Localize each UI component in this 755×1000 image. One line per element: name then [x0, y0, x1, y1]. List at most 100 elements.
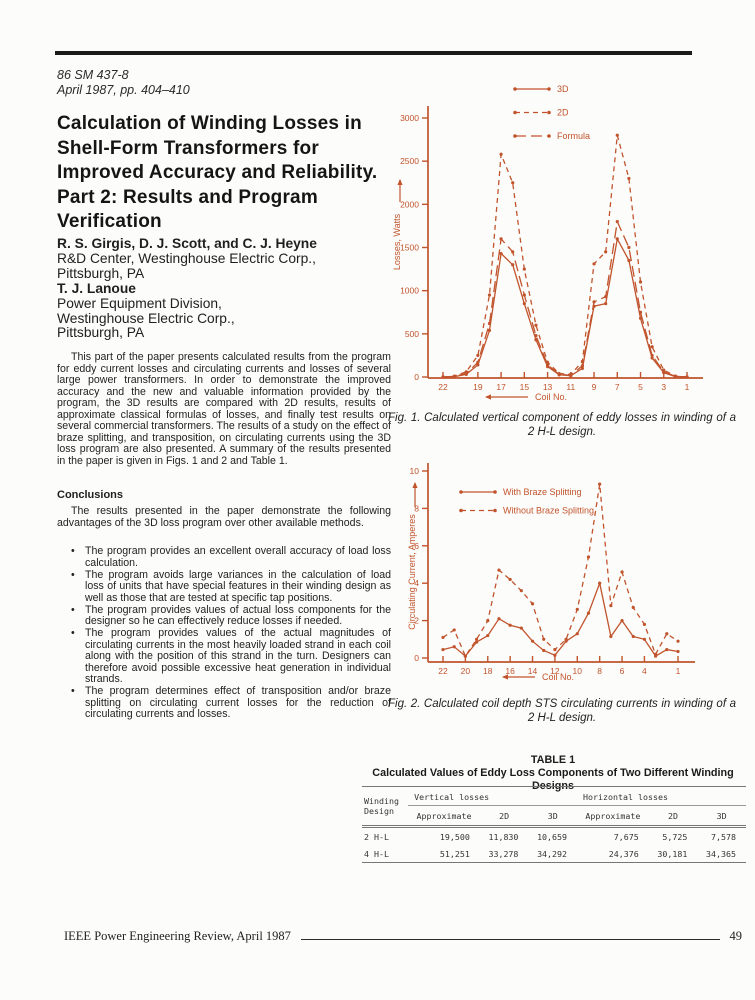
- svg-text:Circulating Current, Amperes: Circulating Current, Amperes: [407, 514, 417, 630]
- paper-date: April 1987, pp. 404–410: [57, 83, 190, 97]
- conclusions-list: • The program provides an excellent over…: [57, 545, 391, 721]
- svg-text:0: 0: [414, 372, 419, 382]
- svg-text:2D: 2D: [557, 108, 569, 118]
- svg-text:Formula: Formula: [557, 131, 590, 141]
- cell-value: 51,251: [439, 849, 470, 859]
- footer-rule: [300, 939, 720, 940]
- author-affiliation-line: Pittsburgh, PA: [57, 265, 145, 281]
- footer-page-number: 49: [729, 929, 743, 943]
- svg-text:1500: 1500: [400, 243, 419, 253]
- chart-xlabel: Coil No.: [502, 672, 574, 682]
- svg-text:6: 6: [414, 541, 419, 551]
- loss-table: Winding Design Vertical losses Horizonta…: [362, 786, 746, 863]
- author-name-1: R. S. Girgis, D. J. Scott, and C. J. Hey…: [57, 236, 317, 251]
- paper-id: 86 SM 437-8: [57, 68, 129, 82]
- author-affiliation-line: Power Equipment Division,: [57, 295, 222, 311]
- svg-text:6: 6: [620, 666, 625, 676]
- chart-xlabel: Coil No.: [485, 392, 567, 402]
- svg-text:Losses, Watts: Losses, Watts: [392, 213, 402, 270]
- cell-value: 10,659: [537, 832, 568, 842]
- chart-axes: [427, 463, 695, 663]
- list-item: • The program determines effect of trans…: [57, 685, 391, 721]
- list-item: • The program provides values of the act…: [57, 627, 391, 686]
- author-affiliation-line: Pittsburgh, PA: [57, 325, 145, 341]
- svg-text:1: 1: [676, 666, 681, 676]
- svg-text:12: 12: [550, 666, 560, 676]
- bullet-marker-icon: •: [71, 627, 75, 639]
- svg-text:1000: 1000: [400, 286, 419, 296]
- svg-text:4: 4: [642, 666, 647, 676]
- cell-value: 34,365: [706, 849, 736, 859]
- svg-text:11: 11: [566, 382, 575, 392]
- chart-legend: 3D 2D Formula: [513, 84, 590, 141]
- chart-ylabel: Circulating Current, Amperes: [407, 482, 418, 630]
- svg-text:10: 10: [410, 466, 420, 476]
- svg-text:8: 8: [597, 666, 602, 676]
- cell-value: 19,500: [439, 832, 470, 842]
- bullet-marker-icon: •: [71, 603, 75, 616]
- svg-text:Coil No.: Coil No.: [542, 672, 574, 682]
- svg-text:10: 10: [573, 666, 583, 676]
- bullet-marker-icon: •: [71, 685, 75, 697]
- chart-series: [441, 133, 689, 379]
- table-row: 2 H-L 19,500 11,830 10,659 7,675 5,725 7…: [362, 827, 746, 846]
- figure-2-caption: Fig. 2. Calculated coil depth STS circul…: [388, 698, 736, 724]
- svg-text:15: 15: [520, 382, 530, 392]
- svg-text:4: 4: [414, 578, 419, 588]
- svg-text:2000: 2000: [400, 199, 419, 209]
- table-row: 4 H-L 51,251 33,278 34,292 24,376 30,181…: [362, 845, 746, 863]
- cell-value: 5,725: [662, 832, 688, 842]
- abstract-paragraph: This part of the paper presents calculat…: [57, 351, 391, 467]
- list-item: • The program provides values of actual …: [57, 603, 391, 628]
- svg-text:0: 0: [414, 653, 419, 663]
- svg-text:20: 20: [461, 666, 471, 676]
- conclusions-heading: Conclusions: [57, 489, 124, 501]
- footer-journal: IEEE Power Engineering Review, April 198…: [64, 929, 291, 943]
- cell-value: 30,181: [657, 849, 688, 859]
- chart-ticks: 0 500 1000 1500 2000 2500 3000 22 19 17 15 13 11 9 7 5 3…: [400, 113, 690, 392]
- svg-text:17: 17: [496, 382, 506, 392]
- list-item-text: The program avoids large variances in th…: [85, 568, 391, 604]
- svg-text:5: 5: [638, 382, 643, 392]
- svg-text:500: 500: [405, 329, 419, 339]
- chart-ticks: 0 2 4 6 8 10 22 20 18 16 14 12 10 8 6 4 1: [410, 466, 681, 676]
- svg-text:3000: 3000: [400, 113, 419, 123]
- page-footer: IEEE Power Engineering Review, April 198…: [64, 929, 742, 944]
- svg-text:8: 8: [414, 503, 419, 513]
- cell-winding-design: 4 H-L: [364, 849, 389, 859]
- chart-series: [441, 236, 689, 379]
- column-header: Approximate: [577, 805, 649, 828]
- cell-value: 7,578: [711, 832, 736, 842]
- bullet-marker-icon: •: [71, 545, 75, 557]
- svg-text:1: 1: [685, 382, 690, 392]
- svg-text:Without Braze Splitting: Without Braze Splitting: [503, 506, 594, 516]
- chart-series: [441, 482, 680, 658]
- cell-winding-design: 2 H-L: [364, 832, 389, 842]
- conclusions-intro: The results presented in the paper demon…: [57, 505, 391, 529]
- chart-series: [441, 580, 680, 658]
- page-title: Calculation of Winding Losses in Shell-F…: [57, 113, 378, 232]
- paper-header: 86 SM 437-8 April 1987, pp. 404–410: [57, 68, 190, 98]
- figure-2-chart: 0 2 4 6 8 10 22 20 18 16 14 12 10 8 6 4 1 With Braze Spli…: [407, 463, 695, 682]
- svg-text:Coil No.: Coil No.: [535, 392, 567, 402]
- author-name-2: T. J. Lanoue: [57, 280, 136, 296]
- column-header-winding-design: Winding Design: [362, 786, 409, 828]
- cell-value: 24,376: [608, 849, 639, 859]
- list-item-text: The program provides values of actual lo…: [85, 603, 391, 627]
- loss-table-container: Winding Design Vertical losses Horizonta…: [362, 786, 746, 863]
- svg-text:13: 13: [543, 382, 553, 392]
- svg-text:2: 2: [414, 616, 419, 626]
- chart-legend: With Braze Splitting Without Braze Splitt…: [459, 487, 594, 516]
- list-item: • The program provides an excellent over…: [57, 545, 391, 569]
- svg-text:7: 7: [615, 382, 620, 392]
- author-affiliation-line: Westinghouse Electric Corp.,: [57, 310, 235, 326]
- figure-1-caption: Fig. 1. Calculated vertical component of…: [388, 412, 736, 438]
- chart-axes: [427, 106, 703, 379]
- author-affiliation-line: R&D Center, Westinghouse Electric Corp.,: [57, 250, 316, 266]
- column-header: 3D: [528, 805, 578, 828]
- svg-text:19: 19: [473, 382, 483, 392]
- column-header: 2D: [648, 805, 698, 828]
- svg-text:3D: 3D: [557, 84, 569, 94]
- group-header-horizontal: Horizontal losses: [577, 786, 746, 806]
